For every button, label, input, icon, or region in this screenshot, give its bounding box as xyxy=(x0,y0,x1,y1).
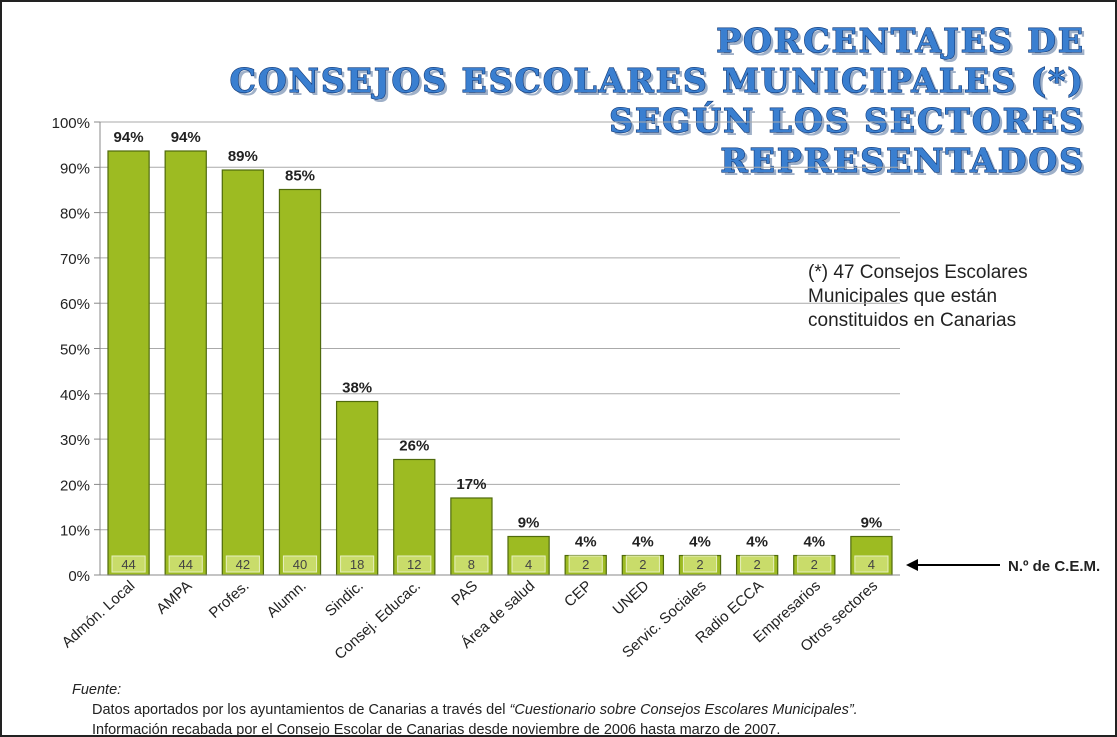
count-label: 2 xyxy=(811,557,818,572)
bar xyxy=(221,169,265,576)
y-tick-label: 30% xyxy=(60,432,90,449)
source-line: Datos aportados por los ayuntamientos de… xyxy=(92,702,858,718)
data-label: 4% xyxy=(746,534,768,551)
y-tick-label: 50% xyxy=(60,342,90,359)
data-label: 9% xyxy=(518,514,540,531)
count-label: 2 xyxy=(696,557,703,572)
counts-label: N.º de C.E.M. xyxy=(1008,558,1100,575)
data-label: 4% xyxy=(803,534,825,551)
count-label: 44 xyxy=(121,557,135,572)
bar xyxy=(278,188,322,576)
count-label: 40 xyxy=(293,557,307,572)
count-box xyxy=(340,555,375,573)
arrow-head xyxy=(906,559,918,571)
count-box xyxy=(625,555,660,573)
chart-title: CONSEJOS ESCOLARES MUNICIPALES (*) xyxy=(230,61,1085,100)
y-tick-label: 80% xyxy=(60,206,90,223)
count-box xyxy=(682,555,718,573)
y-tick-label: 40% xyxy=(60,387,90,404)
count-box xyxy=(111,555,146,573)
data-label: 4% xyxy=(689,534,711,551)
count-label: 18 xyxy=(350,557,364,572)
y-tick-label: 0% xyxy=(68,568,90,585)
count-box xyxy=(225,555,260,573)
chart-title: PORCENTAJES DE xyxy=(716,21,1085,60)
note: Municipales que están xyxy=(808,286,997,307)
count-box xyxy=(797,555,832,573)
data-label: 4% xyxy=(632,534,654,551)
title-shadow: CONSEJOS ESCOLARES MUNICIPALES (*) xyxy=(233,64,1088,103)
source-label: Fuente: xyxy=(72,682,121,698)
y-tick-label: 70% xyxy=(60,251,90,268)
title-shadow: REPRESENTADOS xyxy=(723,144,1088,183)
count-label: 42 xyxy=(236,557,250,572)
data-label: 38% xyxy=(342,380,372,397)
chart-title: REPRESENTADOS xyxy=(720,141,1085,180)
note: (*) 47 Consejos Escolares xyxy=(808,262,1028,283)
bar xyxy=(107,150,150,576)
y-tick-label: 10% xyxy=(60,523,90,540)
source-text: Datos aportados por los ayuntamientos de… xyxy=(92,702,510,718)
count-label: 4 xyxy=(868,557,875,572)
chart-title: SEGÚN LOS SECTORES xyxy=(609,100,1085,140)
count-label: 2 xyxy=(582,557,589,572)
data-label: 89% xyxy=(228,148,258,165)
data-label: 17% xyxy=(456,476,486,493)
y-tick-label: 60% xyxy=(60,296,90,313)
data-label: 94% xyxy=(114,129,144,146)
title-shadow: PORCENTAJES DE xyxy=(719,24,1088,63)
count-box xyxy=(454,555,489,573)
count-label: 2 xyxy=(639,557,646,572)
title-shadow: SEGÚN LOS SECTORES xyxy=(612,103,1088,143)
count-box xyxy=(282,555,318,573)
bar xyxy=(335,400,379,576)
data-label: 4% xyxy=(575,534,597,551)
count-label: 4 xyxy=(525,557,532,572)
y-tick-label: 90% xyxy=(60,160,90,177)
count-box xyxy=(511,555,546,573)
count-label: 12 xyxy=(407,557,421,572)
count-label: 44 xyxy=(178,557,192,572)
source-line: Información recabada por el Consejo Esco… xyxy=(92,722,780,737)
source-text: “Cuestionario sobre Consejos Escolares M… xyxy=(510,702,858,718)
data-label: 9% xyxy=(861,514,883,531)
data-label: 94% xyxy=(171,129,201,146)
count-box xyxy=(740,555,775,573)
data-label: 26% xyxy=(399,437,429,454)
bar xyxy=(164,150,207,576)
count-box xyxy=(397,555,432,573)
count-label: 2 xyxy=(754,557,761,572)
note: constituidos en Canarias xyxy=(808,310,1016,331)
data-label: 85% xyxy=(285,167,315,184)
count-box xyxy=(568,555,603,573)
y-tick-label: 100% xyxy=(52,115,90,132)
count-label: 8 xyxy=(468,557,475,572)
count-box xyxy=(854,555,889,573)
y-tick-label: 20% xyxy=(60,477,90,494)
count-box xyxy=(168,555,203,573)
